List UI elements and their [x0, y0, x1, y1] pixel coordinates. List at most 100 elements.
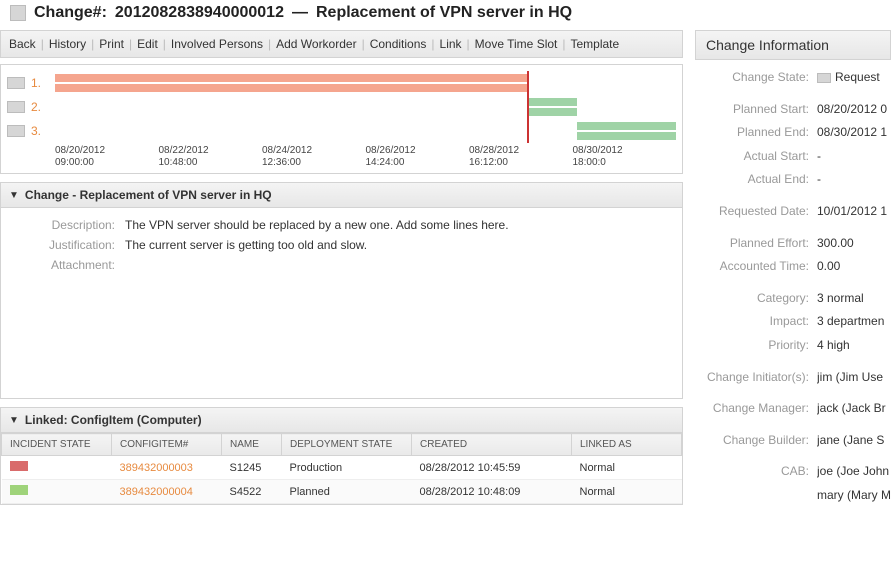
toolbar-history[interactable]: History [49, 37, 86, 51]
timeline-row: 1. [7, 71, 676, 95]
info-value: joe (Joe John [817, 464, 891, 478]
info-row: mary (Mary M [699, 488, 891, 502]
timeline-row-index: 2. [31, 100, 55, 114]
incident-state-icon [10, 461, 28, 471]
table-header[interactable]: Created [412, 434, 572, 456]
timeline-track [55, 71, 676, 95]
title-state-icon [10, 5, 26, 21]
info-value: jane (Jane S [817, 433, 891, 447]
toolbar-separator: | [41, 37, 44, 51]
timeline-row-badge [7, 77, 25, 89]
toolbar-separator: | [91, 37, 94, 51]
info-value: jack (Jack Br [817, 401, 891, 415]
info-row: Planned Effort: 300.00 [699, 236, 891, 252]
linked-items-table: Incident StateConfigItem#NameDeployment … [1, 433, 682, 504]
info-value: 300.00 [817, 236, 891, 250]
toolbar-separator: | [562, 37, 565, 51]
timeline-bar[interactable] [55, 74, 527, 82]
configitem-link[interactable]: 389432000003 [120, 462, 193, 474]
cell-linked-as: Normal [572, 480, 682, 504]
toolbar-back[interactable]: Back [9, 37, 36, 51]
timeline-tick: 08/20/201209:00:00 [55, 145, 159, 169]
toolbar-separator: | [129, 37, 132, 51]
timeline-tick: 08/28/201216:12:00 [469, 145, 573, 169]
info-label: Planned End: [699, 125, 809, 141]
cell-created: 08/28/2012 10:48:09 [412, 480, 572, 504]
info-row: Impact:3 departmen [699, 314, 891, 330]
linked-items-header[interactable]: ▼ Linked: ConfigItem (Computer) [1, 408, 682, 433]
cell-name: S1245 [222, 456, 282, 480]
cell-name: S4522 [222, 480, 282, 504]
info-value: Request [817, 70, 891, 84]
toolbar-separator: | [163, 37, 166, 51]
page-title: Change#: 2012082838940000012 — Replaceme… [0, 0, 891, 30]
timeline-tick: 08/24/201212:36:00 [262, 145, 366, 169]
change-details-title: Change - Replacement of VPN server in HQ [25, 188, 272, 202]
info-value: jim (Jim Use [817, 370, 891, 384]
change-details-panel: ▼ Change - Replacement of VPN server in … [0, 182, 683, 399]
table-header[interactable]: Linked as [572, 434, 682, 456]
justification-label: Justification: [15, 238, 115, 252]
info-row: Planned Start:08/20/2012 0 [699, 102, 891, 118]
timeline-tick: 08/22/201210:48:00 [159, 145, 263, 169]
info-label: Actual Start: [699, 149, 809, 165]
toolbar-template[interactable]: Template [571, 37, 620, 51]
timeline-bar[interactable] [577, 122, 676, 130]
info-row: Requested Date:10/01/2012 1 [699, 204, 891, 220]
toolbar-involved-persons[interactable]: Involved Persons [171, 37, 263, 51]
info-row: Actual End:- [699, 172, 891, 188]
table-row[interactable]: 389432000003S1245Production08/28/2012 10… [2, 456, 682, 480]
info-value: 3 departmen [817, 314, 891, 328]
info-value: - [817, 149, 891, 163]
table-header[interactable]: Name [222, 434, 282, 456]
info-value: 4 high [817, 338, 891, 352]
collapse-icon: ▼ [9, 190, 19, 201]
info-label: Accounted Time: [699, 259, 809, 275]
toolbar-add-workorder[interactable]: Add Workorder [276, 37, 356, 51]
timeline-row-badge [7, 101, 25, 113]
state-badge-icon [817, 73, 831, 83]
toolbar-move-time-slot[interactable]: Move Time Slot [475, 37, 558, 51]
info-label: Change Manager: [699, 401, 809, 417]
timeline-chart: 1. 2. 3. 08/20/201209:00:0008/22/201210:48… [0, 64, 683, 174]
info-value: 3 normal [817, 291, 891, 305]
info-gap [699, 196, 891, 204]
table-header[interactable]: Deployment State [282, 434, 412, 456]
cell-incident-state [2, 480, 112, 504]
timeline-row-index: 1. [31, 76, 55, 90]
info-label: Change Builder: [699, 433, 809, 449]
timeline-bar[interactable] [527, 98, 577, 106]
table-header[interactable]: ConfigItem# [112, 434, 222, 456]
cell-configitem: 389432000004 [112, 480, 222, 504]
title-name: Replacement of VPN server in HQ [316, 4, 572, 22]
info-row: Change Manager: jack (Jack Br [699, 401, 891, 417]
info-label: Planned Effort: [699, 236, 809, 252]
change-details-header[interactable]: ▼ Change - Replacement of VPN server in … [1, 183, 682, 208]
info-value: 0.00 [817, 259, 891, 273]
info-row: Category: 3 normal [699, 291, 891, 307]
info-row: Actual Start:- [699, 149, 891, 165]
cell-configitem: 389432000003 [112, 456, 222, 480]
action-toolbar: Back | History | Print | Edit | Involved Persons… [0, 30, 683, 58]
toolbar-link[interactable]: Link [440, 37, 462, 51]
timeline-now-line [527, 71, 529, 143]
info-row: CAB:joe (Joe John [699, 464, 891, 480]
toolbar-separator: | [431, 37, 434, 51]
timeline-row: 3. [7, 119, 676, 143]
toolbar-conditions[interactable]: Conditions [370, 37, 427, 51]
info-gap [699, 228, 891, 236]
configitem-link[interactable]: 389432000004 [120, 486, 193, 498]
toolbar-edit[interactable]: Edit [137, 37, 158, 51]
title-sep: — [292, 4, 308, 22]
info-label: Category: [699, 291, 809, 307]
toolbar-separator: | [467, 37, 470, 51]
cell-linked-as: Normal [572, 456, 682, 480]
info-gap [699, 456, 891, 464]
info-row: Accounted Time: 0.00 [699, 259, 891, 275]
info-label: Requested Date: [699, 204, 809, 220]
info-gap [699, 362, 891, 370]
toolbar-print[interactable]: Print [99, 37, 124, 51]
timeline-tick: 08/26/201214:24:00 [366, 145, 470, 169]
table-row[interactable]: 389432000004S4522Planned08/28/2012 10:48… [2, 480, 682, 504]
table-header[interactable]: Incident State [2, 434, 112, 456]
